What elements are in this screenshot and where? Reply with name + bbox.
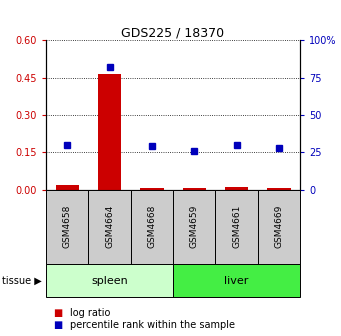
Text: tissue ▶: tissue ▶ [2,276,42,286]
Text: GSM4668: GSM4668 [147,205,157,249]
Text: ■: ■ [53,320,62,330]
Text: liver: liver [224,276,249,286]
Text: GSM4661: GSM4661 [232,205,241,249]
Bar [267,188,291,190]
Bar [98,74,121,190]
Text: spleen: spleen [91,276,128,286]
Bar [140,188,164,190]
Text: GSM4669: GSM4669 [275,205,283,249]
Text: GSM4659: GSM4659 [190,205,199,249]
Bar [56,185,79,190]
Text: GSM4658: GSM4658 [63,205,72,249]
Text: log ratio: log ratio [70,308,110,318]
Text: ■: ■ [53,308,62,318]
Title: GDS225 / 18370: GDS225 / 18370 [121,26,225,39]
Bar [182,188,206,190]
Bar [225,187,248,190]
Text: GSM4664: GSM4664 [105,205,114,248]
Text: percentile rank within the sample: percentile rank within the sample [70,320,235,330]
